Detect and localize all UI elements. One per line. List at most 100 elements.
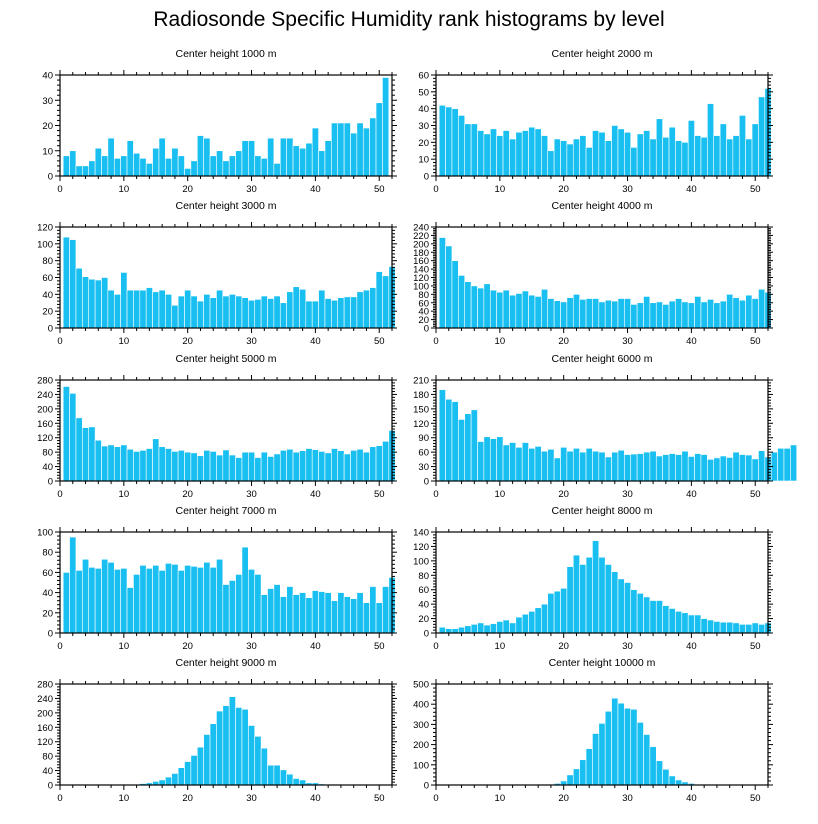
histogram-bar: [477, 441, 485, 482]
panel-7: Center height 7000 m 0 10 20 30 40 50 0 20 40 60 80…: [37, 505, 397, 652]
x-tick-label: 10: [495, 336, 506, 347]
histogram-bar: [630, 304, 638, 329]
x-tick-label: 10: [119, 184, 130, 195]
histogram-bar: [630, 708, 638, 786]
x-tick-label: 20: [182, 641, 193, 652]
histogram-bar: [324, 452, 332, 482]
x-tick-label: 20: [182, 184, 193, 195]
histogram-bar: [566, 143, 574, 177]
histogram-bar: [451, 628, 459, 634]
histogram-bar: [681, 612, 689, 634]
histogram-bar: [617, 128, 625, 177]
histogram-bar: [751, 298, 759, 329]
histogram-bar: [694, 614, 702, 634]
histogram-bar: [375, 445, 383, 482]
histogram-bar: [572, 554, 580, 634]
histogram-bar: [541, 288, 549, 329]
histogram-bar: [248, 569, 256, 634]
histogram-bar: [267, 764, 275, 786]
histogram-bar: [362, 289, 370, 329]
y-tick-label: 40: [42, 588, 53, 599]
histogram-bar: [279, 302, 287, 329]
histogram-bar: [572, 768, 580, 786]
x-tick-label: 0: [57, 184, 62, 195]
histogram-bar: [598, 723, 606, 786]
histogram-bar: [209, 567, 217, 634]
histogram-bar: [350, 296, 358, 329]
histogram-bar: [299, 779, 307, 786]
histogram-bar: [88, 426, 96, 482]
histogram-bar: [719, 300, 727, 329]
histogram-bar: [592, 450, 600, 482]
histogram-bar: [356, 291, 364, 329]
histogram-bar: [165, 776, 173, 786]
histogram-bar: [203, 450, 211, 482]
histogram-bar: [553, 590, 561, 634]
histogram-bar: [694, 135, 702, 177]
histogram-bar: [483, 283, 491, 329]
x-tick-label: 30: [246, 489, 257, 500]
histogram-bar: [560, 447, 568, 482]
histogram-bar: [560, 587, 568, 634]
histogram-bar: [190, 160, 198, 177]
y-tick-label: 100: [413, 760, 429, 771]
y-tick-label: 120: [37, 223, 53, 234]
histogram-bar: [572, 294, 580, 329]
histogram-bar: [260, 451, 268, 482]
histogram-bar: [738, 299, 746, 329]
y-tick-label: 240: [37, 694, 53, 705]
histogram-bar: [579, 564, 587, 634]
histogram-bar: [553, 300, 561, 329]
histogram-bar: [292, 145, 300, 177]
panel-title: Center height 2000 m: [552, 48, 653, 60]
x-tick-label: 40: [686, 489, 697, 500]
histogram-bar: [445, 245, 453, 329]
histogram-bar: [687, 120, 695, 177]
histogram-bar: [719, 123, 727, 177]
histogram-bar: [675, 298, 683, 329]
histogram-bar: [751, 123, 759, 177]
y-tick-label: 80: [42, 448, 53, 459]
histogram-bar: [228, 454, 236, 482]
histogram-bar: [82, 558, 90, 634]
histogram-bar: [553, 138, 561, 177]
histogram-bar: [158, 570, 166, 634]
histogram-bar: [311, 449, 319, 482]
histogram-bar: [318, 451, 326, 482]
histogram-bar: [203, 137, 211, 177]
histogram-bar: [604, 456, 612, 482]
x-tick-label: 40: [310, 489, 321, 500]
histogram-bar: [62, 155, 70, 177]
histogram-bar: [279, 450, 287, 482]
histogram-bar: [82, 276, 90, 329]
histogram-bar: [75, 267, 83, 329]
histogram-bar: [75, 417, 83, 482]
histogram-bar: [655, 760, 663, 786]
histogram-bar: [228, 696, 236, 786]
histogram-bar: [305, 300, 313, 329]
x-tick-label: 30: [622, 489, 633, 500]
histogram-bar: [241, 546, 249, 634]
histogram-bar: [611, 451, 619, 482]
histogram-bar: [738, 115, 746, 177]
y-tick-label: 10: [42, 146, 53, 157]
histogram-bar: [649, 138, 657, 177]
histogram-bar: [617, 298, 625, 329]
histogram-bar: [445, 106, 453, 177]
histogram-bar: [299, 592, 307, 634]
histogram-bar: [318, 591, 326, 634]
histogram-bar: [88, 278, 96, 329]
histogram-bar: [133, 574, 141, 634]
histogram-bar: [260, 747, 268, 786]
histogram-bar: [165, 563, 173, 634]
histogram-bar: [668, 300, 676, 329]
y-tick-label: 0: [48, 629, 53, 640]
histogram-bar: [438, 626, 446, 634]
histogram-bar: [643, 130, 651, 177]
histogram-bar: [88, 160, 96, 177]
x-tick-label: 20: [558, 641, 569, 652]
y-tick-label: 210: [413, 376, 429, 387]
histogram-bar: [369, 117, 377, 177]
x-tick-label: 30: [246, 336, 257, 347]
histogram-bar: [528, 294, 536, 329]
